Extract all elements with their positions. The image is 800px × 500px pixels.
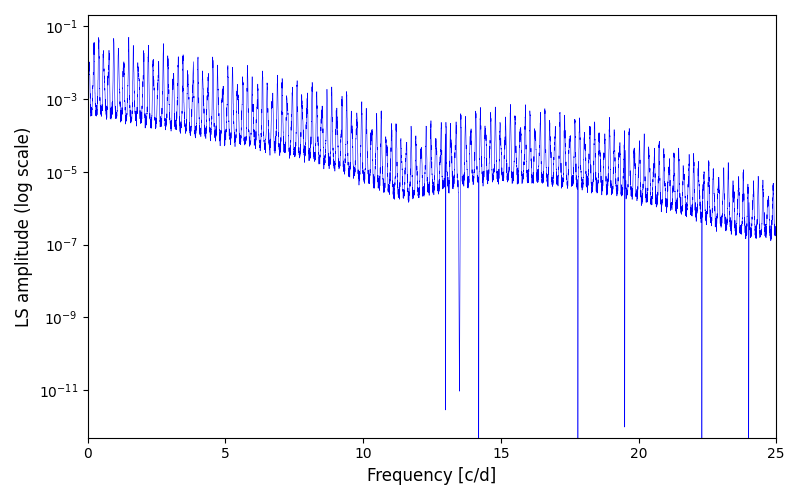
X-axis label: Frequency [c/d]: Frequency [c/d] xyxy=(367,467,497,485)
Y-axis label: LS amplitude (log scale): LS amplitude (log scale) xyxy=(15,126,33,326)
